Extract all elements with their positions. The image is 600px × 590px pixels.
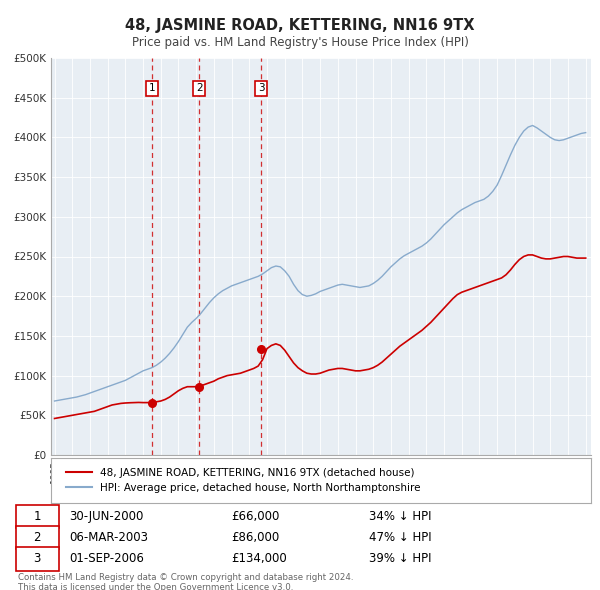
Text: 30-JUN-2000: 30-JUN-2000 xyxy=(70,510,144,523)
Text: 3: 3 xyxy=(258,83,265,93)
Text: 34% ↓ HPI: 34% ↓ HPI xyxy=(369,510,431,523)
Text: Contains HM Land Registry data © Crown copyright and database right 2024.
This d: Contains HM Land Registry data © Crown c… xyxy=(18,573,353,590)
Text: £134,000: £134,000 xyxy=(231,552,287,565)
Text: 2: 2 xyxy=(34,531,41,544)
Text: £66,000: £66,000 xyxy=(231,510,279,523)
Legend: 48, JASMINE ROAD, KETTERING, NN16 9TX (detached house), HPI: Average price, deta: 48, JASMINE ROAD, KETTERING, NN16 9TX (d… xyxy=(62,464,425,497)
Text: Price paid vs. HM Land Registry's House Price Index (HPI): Price paid vs. HM Land Registry's House … xyxy=(131,36,469,49)
Text: 3: 3 xyxy=(34,552,41,565)
Text: 1: 1 xyxy=(34,510,41,523)
Text: 39% ↓ HPI: 39% ↓ HPI xyxy=(369,552,431,565)
Text: 47% ↓ HPI: 47% ↓ HPI xyxy=(369,531,432,544)
Text: £86,000: £86,000 xyxy=(231,531,279,544)
Text: 2: 2 xyxy=(196,83,203,93)
FancyBboxPatch shape xyxy=(16,505,59,529)
Text: 06-MAR-2003: 06-MAR-2003 xyxy=(70,531,149,544)
Text: 01-SEP-2006: 01-SEP-2006 xyxy=(70,552,145,565)
Text: 1: 1 xyxy=(149,83,155,93)
FancyBboxPatch shape xyxy=(16,526,59,549)
FancyBboxPatch shape xyxy=(16,548,59,571)
Text: 48, JASMINE ROAD, KETTERING, NN16 9TX: 48, JASMINE ROAD, KETTERING, NN16 9TX xyxy=(125,18,475,33)
